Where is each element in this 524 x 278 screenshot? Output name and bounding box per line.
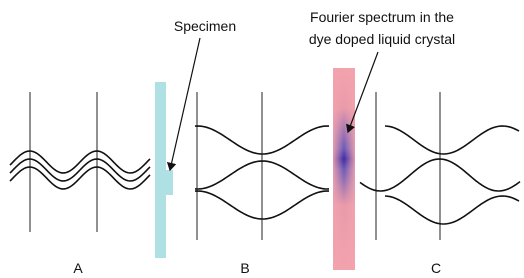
wave bbox=[385, 196, 519, 224]
stage-label: C bbox=[431, 260, 441, 276]
wave bbox=[385, 126, 519, 154]
waves bbox=[10, 126, 520, 224]
specimen-label: Specimen bbox=[174, 18, 236, 34]
specimen-arrow bbox=[170, 38, 200, 170]
fourier-label: Fourier spectrum in the bbox=[310, 9, 454, 25]
diagram: Specimen Fourier spectrum in the dye dop… bbox=[0, 0, 524, 278]
fourier-label: dye doped liquid crystal bbox=[309, 31, 455, 47]
reference-lines bbox=[30, 92, 440, 240]
stage-label: B bbox=[240, 260, 249, 276]
stage-label: A bbox=[73, 260, 83, 276]
liquid-crystal-shade bbox=[333, 68, 355, 270]
